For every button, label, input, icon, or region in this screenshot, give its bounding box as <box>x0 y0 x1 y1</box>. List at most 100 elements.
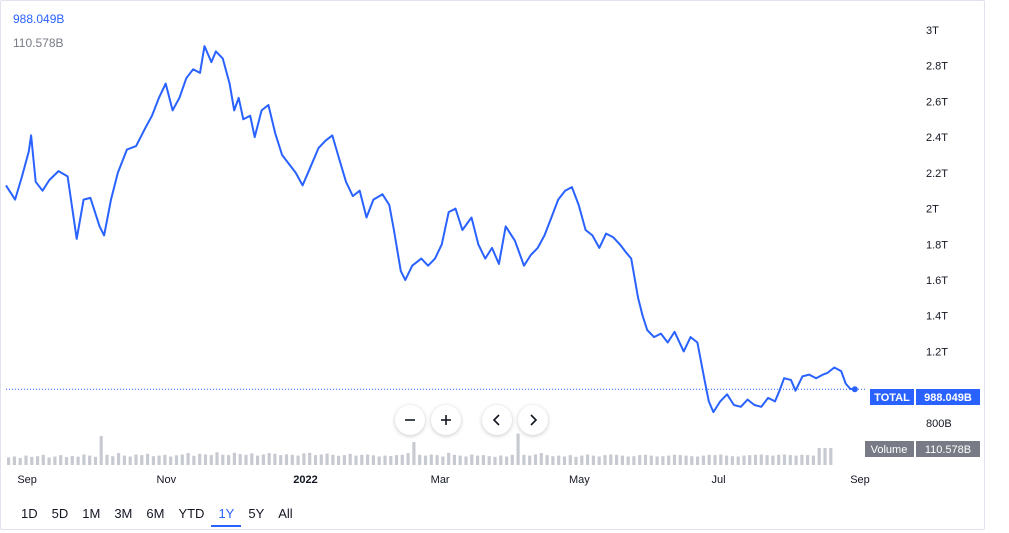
total-marker-label: TOTAL <box>874 392 910 404</box>
volume-bar <box>279 455 283 465</box>
y-tick-label: 2T <box>926 204 939 216</box>
volume-bar <box>151 456 155 465</box>
volume-bar <box>128 456 132 465</box>
volume-bar <box>690 456 694 465</box>
volume-bar <box>638 455 642 465</box>
volume-bar <box>383 455 387 465</box>
volume-bar <box>134 454 138 465</box>
volume-bar <box>122 455 126 465</box>
volume-bar <box>742 455 746 465</box>
y-tick-label: 2.8T <box>926 61 948 73</box>
y-tick-label: 1.2T <box>926 346 948 358</box>
volume-bar <box>632 456 636 465</box>
volume-bar <box>221 454 225 465</box>
volume-bar <box>186 453 190 465</box>
volume-marker-value: 110.578B <box>925 444 971 456</box>
legend-volume-value: 110.578B <box>13 36 64 50</box>
volume-bar <box>180 454 184 465</box>
volume-bar <box>423 455 428 465</box>
zoom-out-button[interactable] <box>395 405 425 435</box>
volume-bar <box>591 455 595 465</box>
volume-bar <box>667 455 671 465</box>
chevron-left-icon <box>492 414 500 426</box>
volume-bar <box>59 455 63 465</box>
y-tick-label: 1.6T <box>926 275 948 287</box>
y-tick-label: 1.4T <box>926 311 948 323</box>
volume-bars <box>7 433 833 466</box>
volume-bar <box>377 456 381 465</box>
volume-bar <box>354 455 358 465</box>
range-button-1m[interactable]: 1M <box>82 506 101 521</box>
chart-frame <box>0 0 985 530</box>
y-tick-label: 2.2T <box>926 168 948 180</box>
volume-bar <box>574 456 578 465</box>
volume-bar <box>730 456 734 465</box>
volume-bar <box>389 456 393 465</box>
volume-bar <box>533 454 538 465</box>
volume-bar <box>655 456 659 465</box>
volume-bar <box>12 456 16 465</box>
volume-bar <box>719 454 723 465</box>
volume-bar <box>829 448 833 465</box>
scroll-left-button[interactable] <box>482 405 512 435</box>
volume-bar <box>284 454 289 465</box>
x-tick-label: Mar <box>431 474 450 486</box>
x-tick-label: 2022 <box>293 474 317 486</box>
volume-bar <box>470 454 474 465</box>
volume-bar <box>93 456 98 465</box>
volume-bar <box>319 454 323 465</box>
x-tick-label: Jul <box>711 474 725 486</box>
volume-bar <box>510 454 514 465</box>
volume-bar <box>412 442 416 466</box>
volume-bar <box>418 454 422 465</box>
volume-bar <box>615 454 619 465</box>
volume-bar <box>713 455 717 465</box>
volume-bar <box>146 453 150 465</box>
volume-bar <box>748 455 752 465</box>
volume-bar <box>539 453 543 465</box>
volume-bar <box>400 454 404 465</box>
y-tick-label: 2.6T <box>926 96 948 108</box>
volume-bar <box>696 456 700 465</box>
volume-bar <box>736 456 740 465</box>
volume-bar <box>267 453 271 465</box>
volume-bar <box>53 456 57 465</box>
total-marker-value: 988.049B <box>924 392 972 404</box>
volume-bar <box>435 455 439 465</box>
range-button-5y[interactable]: 5Y <box>248 506 265 521</box>
volume-bar <box>163 454 167 465</box>
volume-bar <box>238 454 242 465</box>
scroll-right-button[interactable] <box>518 405 548 435</box>
volume-bar <box>586 454 590 465</box>
volume-bar <box>580 455 584 465</box>
volume-bar <box>290 454 294 465</box>
volume-bar <box>476 455 480 465</box>
volume-bar <box>261 454 265 465</box>
range-button-3m[interactable]: 3M <box>114 506 133 521</box>
volume-bar <box>609 454 613 465</box>
range-button-ytd[interactable]: YTD <box>178 506 205 521</box>
volume-bar <box>348 453 352 465</box>
x-tick-label: Nov <box>157 474 177 486</box>
range-selector: 1D 5D 1M 3M 6M YTD 1Y 5Y All <box>14 505 300 527</box>
volume-bar <box>41 454 45 465</box>
range-button-all[interactable]: All <box>278 506 293 521</box>
y-tick-label: 3T <box>926 25 939 37</box>
range-button-1y[interactable]: 1Y <box>211 505 242 527</box>
x-tick-label: Sep <box>850 474 870 486</box>
plus-icon <box>441 415 451 425</box>
volume-bar <box>823 448 827 465</box>
volume-bar <box>441 456 445 465</box>
volume-bar <box>522 454 526 465</box>
volume-bar <box>788 455 792 465</box>
volume-bar <box>800 454 804 465</box>
range-button-1d[interactable]: 1D <box>21 506 38 521</box>
range-button-6m[interactable]: 6M <box>146 506 165 521</box>
zoom-in-button[interactable] <box>431 405 461 435</box>
volume-bar <box>528 455 532 465</box>
volume-bar <box>551 456 555 465</box>
volume-bar <box>545 455 549 465</box>
range-button-5d[interactable]: 5D <box>51 506 69 521</box>
volume-bar <box>157 455 161 465</box>
